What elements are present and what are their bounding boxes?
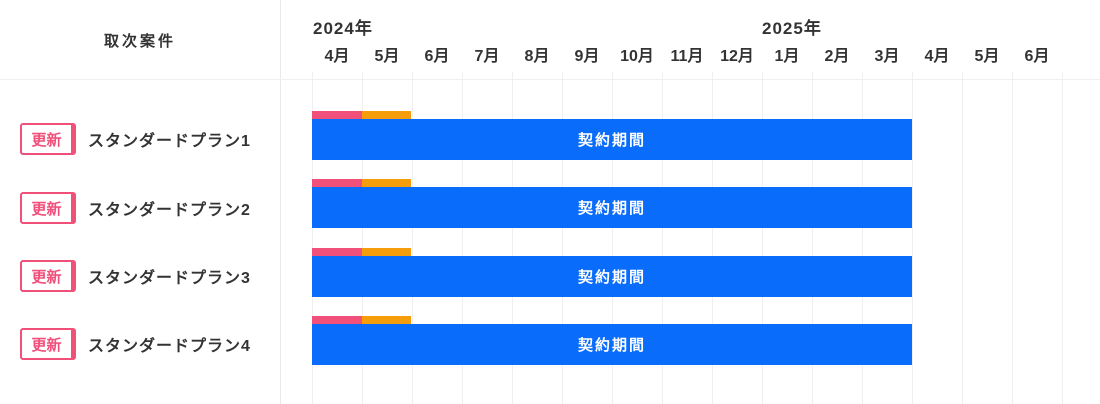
month-label: 5月 bbox=[374, 48, 400, 65]
plan-name: スタンダードプラン3 bbox=[88, 270, 251, 287]
contract-period-bar[interactable]: 契約期間 bbox=[312, 256, 912, 297]
renewal-badge: 更新 bbox=[20, 192, 76, 224]
contract-period-label: 契約期間 bbox=[577, 200, 646, 217]
header-bottom-border bbox=[0, 79, 1100, 80]
phase-bar-orange bbox=[362, 316, 411, 324]
phase-bar-orange bbox=[362, 111, 411, 119]
gantt-row-bars: 契約期間 bbox=[312, 111, 912, 160]
month-label: 11月 bbox=[670, 48, 704, 65]
month-label: 3月 bbox=[874, 48, 900, 65]
month-label: 2月 bbox=[824, 48, 850, 65]
month-label: 4月 bbox=[324, 48, 350, 65]
column-divider bbox=[280, 0, 281, 404]
month-label: 12月 bbox=[720, 48, 754, 65]
year-label-2024: 2024年 bbox=[313, 19, 373, 38]
phase-bar-pink bbox=[312, 248, 362, 256]
year-label-2025: 2025年 bbox=[762, 19, 822, 38]
row-label: 更新 スタンダードプラン1 bbox=[20, 123, 251, 155]
gantt-row-bars: 契約期間 bbox=[312, 316, 912, 365]
plan-name: スタンダードプラン2 bbox=[88, 202, 251, 219]
phase-bar-pink bbox=[312, 179, 362, 187]
row-label: 更新 スタンダードプラン2 bbox=[20, 192, 251, 224]
contract-period-label: 契約期間 bbox=[577, 132, 646, 149]
gantt-row-bars: 契約期間 bbox=[312, 179, 912, 228]
plan-name: スタンダードプラン1 bbox=[88, 133, 251, 150]
phase-bar-pink bbox=[312, 111, 362, 119]
contract-period-bar[interactable]: 契約期間 bbox=[312, 324, 912, 365]
month-label: 6月 bbox=[424, 48, 450, 65]
month-label: 9月 bbox=[574, 48, 600, 65]
month-label: 5月 bbox=[974, 48, 1000, 65]
phase-bar-orange bbox=[362, 179, 411, 187]
renewal-badge: 更新 bbox=[20, 328, 76, 360]
contract-period-label: 契約期間 bbox=[577, 337, 646, 354]
contract-period-bar[interactable]: 契約期間 bbox=[312, 119, 912, 160]
month-label: 10月 bbox=[620, 48, 654, 65]
left-column-header: 取次案件 bbox=[103, 33, 176, 50]
row-label: 更新 スタンダードプラン3 bbox=[20, 260, 251, 292]
plan-name: スタンダードプラン4 bbox=[88, 338, 251, 355]
phase-bar-orange bbox=[362, 248, 411, 256]
month-label: 1月 bbox=[774, 48, 800, 65]
month-label: 4月 bbox=[924, 48, 950, 65]
month-label: 8月 bbox=[524, 48, 550, 65]
renewal-badge: 更新 bbox=[20, 123, 76, 155]
contract-period-label: 契約期間 bbox=[577, 269, 646, 286]
month-label: 6月 bbox=[1024, 48, 1050, 65]
month-label: 7月 bbox=[474, 48, 500, 65]
row-label: 更新 スタンダードプラン4 bbox=[20, 328, 251, 360]
phase-bar-pink bbox=[312, 316, 362, 324]
contract-period-bar[interactable]: 契約期間 bbox=[312, 187, 912, 228]
gantt-row-bars: 契約期間 bbox=[312, 248, 912, 297]
renewal-badge: 更新 bbox=[20, 260, 76, 292]
